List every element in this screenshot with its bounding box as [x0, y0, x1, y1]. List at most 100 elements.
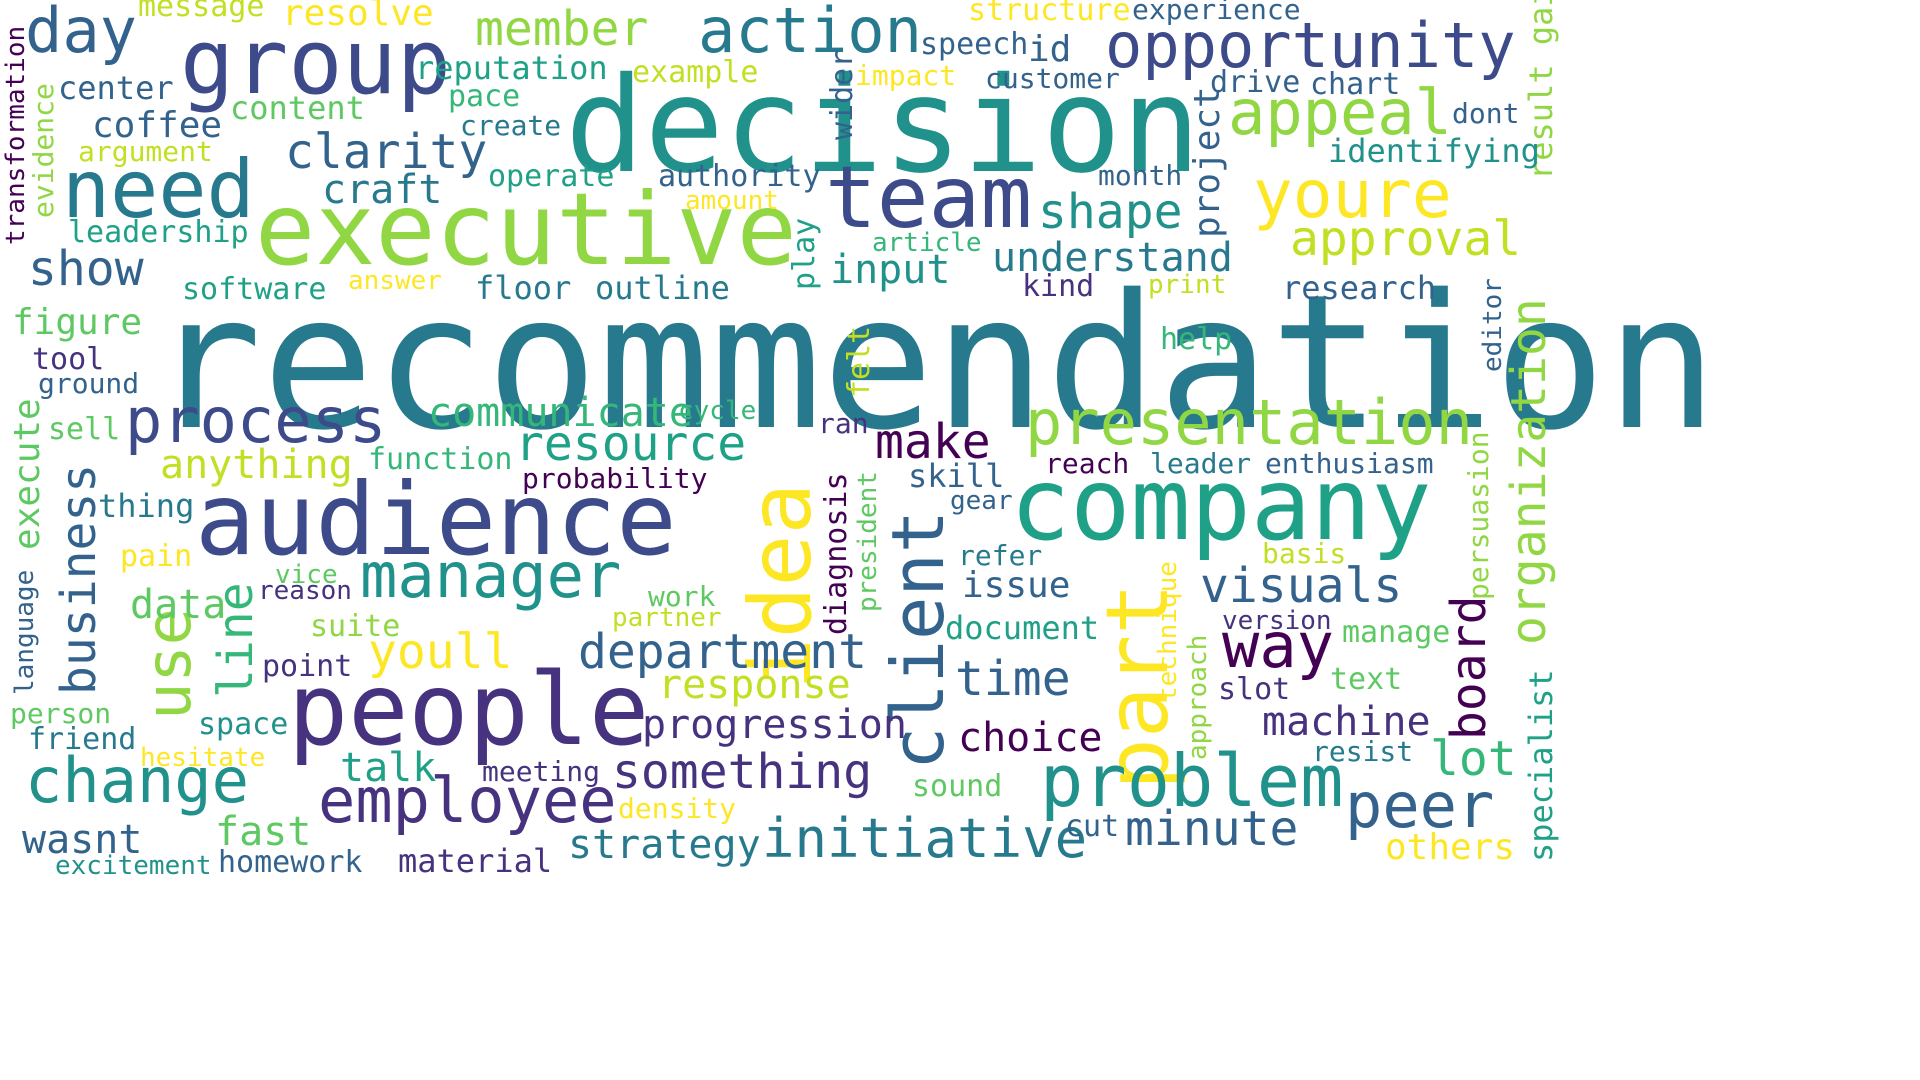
word-figure: figure: [12, 302, 143, 343]
word-recommendation: recommendation: [150, 254, 1718, 471]
word-reach: reach: [1045, 447, 1130, 480]
word-progression: progression: [642, 702, 907, 748]
word-friend: friend: [28, 722, 137, 757]
word-approval: approval: [1290, 211, 1522, 267]
word-chart: chart: [1310, 67, 1401, 102]
word-shape: shape: [1038, 184, 1183, 240]
word-manager: manager: [360, 539, 622, 612]
word-communicate: communicate: [428, 390, 693, 436]
word-reputation: reputation: [415, 49, 608, 87]
word-resource: resource: [515, 416, 747, 472]
word-enthusiasm: enthusiasm: [1265, 447, 1434, 480]
word-meeting: meeting: [482, 755, 601, 788]
word-response: response: [658, 662, 851, 708]
word-transformation: transformation: [1, 25, 31, 245]
word-material: material: [398, 842, 553, 880]
word-business: business: [51, 463, 107, 695]
word-board: board: [1441, 595, 1497, 741]
word-text: text: [1330, 662, 1403, 697]
word-content: content: [230, 89, 365, 127]
word-thing: thing: [98, 487, 195, 525]
word-center: center: [58, 69, 174, 107]
word-dont: dont: [1452, 97, 1520, 130]
word-department: department: [578, 624, 867, 680]
word-understand: understand: [992, 235, 1233, 281]
word-decision: decision: [565, 49, 1201, 203]
word-month: month: [1098, 159, 1183, 192]
word-authority: authority: [658, 159, 821, 194]
word-pain: pain: [120, 539, 193, 574]
word-coffee: coffee: [92, 105, 223, 146]
word-fast: fast: [215, 809, 312, 855]
word-density: density: [618, 792, 737, 825]
word-vice: vice: [275, 560, 338, 590]
word-choice: choice: [958, 715, 1103, 761]
word-pace: pace: [448, 79, 521, 114]
word-point: point: [262, 649, 353, 684]
word-argument: argument: [78, 135, 213, 168]
word-youre: youre: [1253, 156, 1452, 233]
word-hesitate: hesitate: [140, 743, 266, 773]
word-time: time: [955, 651, 1071, 707]
word-specialist: specialist: [1522, 669, 1560, 862]
word-strategy: strategy: [568, 822, 761, 868]
word-answer: answer: [348, 266, 442, 296]
word-sell: sell: [48, 412, 121, 447]
word-suite: suite: [310, 609, 401, 644]
word-create: create: [460, 109, 562, 142]
word-impact: impact: [855, 59, 957, 92]
word-id: id: [1028, 29, 1072, 70]
word-cycle: cycle: [678, 396, 757, 426]
word-customer: customer: [985, 62, 1120, 95]
word-way: way: [1222, 609, 1334, 682]
word-approach: approach: [1183, 634, 1213, 760]
word-floor: floor: [475, 269, 572, 307]
word-sound: sound: [912, 769, 1003, 804]
word-employee: employee: [318, 764, 617, 837]
word-action: action: [698, 0, 922, 67]
word-play: play: [787, 217, 822, 290]
word-wasnt: wasnt: [22, 817, 143, 863]
word-data: data: [130, 582, 227, 628]
word-version: version: [1222, 606, 1332, 636]
word-ground: ground: [38, 367, 140, 400]
word-visuals: visuals: [1200, 558, 1403, 614]
word-resist: resist: [1312, 735, 1414, 768]
word-message: message: [138, 0, 265, 24]
word-partner: partner: [612, 603, 722, 633]
word-others: others: [1385, 827, 1516, 868]
word-research: research: [1282, 269, 1437, 307]
word-change: change: [25, 744, 249, 817]
word-basis: basis: [1262, 537, 1347, 570]
word-anything: anything: [160, 442, 353, 488]
word-audience: audience: [195, 461, 677, 578]
word-slot: slot: [1218, 672, 1291, 707]
word-minute: minute: [1125, 801, 1299, 857]
word-print: print: [1148, 270, 1227, 300]
word-editor: editor: [1478, 278, 1508, 372]
word-people: people: [288, 651, 650, 768]
word-skill: skill: [908, 457, 1005, 495]
word-felt: felt: [842, 325, 877, 398]
word-issue: issue: [962, 565, 1071, 606]
word-machine: machine: [1262, 699, 1431, 745]
word-diagnosis: diagnosis: [819, 472, 854, 635]
word-day: day: [25, 0, 137, 67]
word-make: make: [875, 414, 991, 470]
word-opportunity: opportunity: [1105, 9, 1516, 82]
word-need: need: [62, 143, 255, 236]
word-help: help: [1160, 322, 1233, 357]
word-example: example: [632, 55, 759, 90]
word-project: project: [1187, 86, 1228, 238]
word-structure: structure: [968, 0, 1131, 28]
word-craft: craft: [322, 167, 443, 213]
word-youll: youll: [368, 624, 513, 680]
word-persuasion: persuasion: [1462, 431, 1495, 600]
word-resolve: resolve: [282, 0, 434, 34]
word-tool: tool: [32, 342, 105, 377]
word-member: member: [475, 1, 649, 57]
word-speech: speech: [920, 27, 1029, 62]
word-outline: outline: [595, 269, 730, 307]
word-ran: ran: [818, 407, 869, 440]
